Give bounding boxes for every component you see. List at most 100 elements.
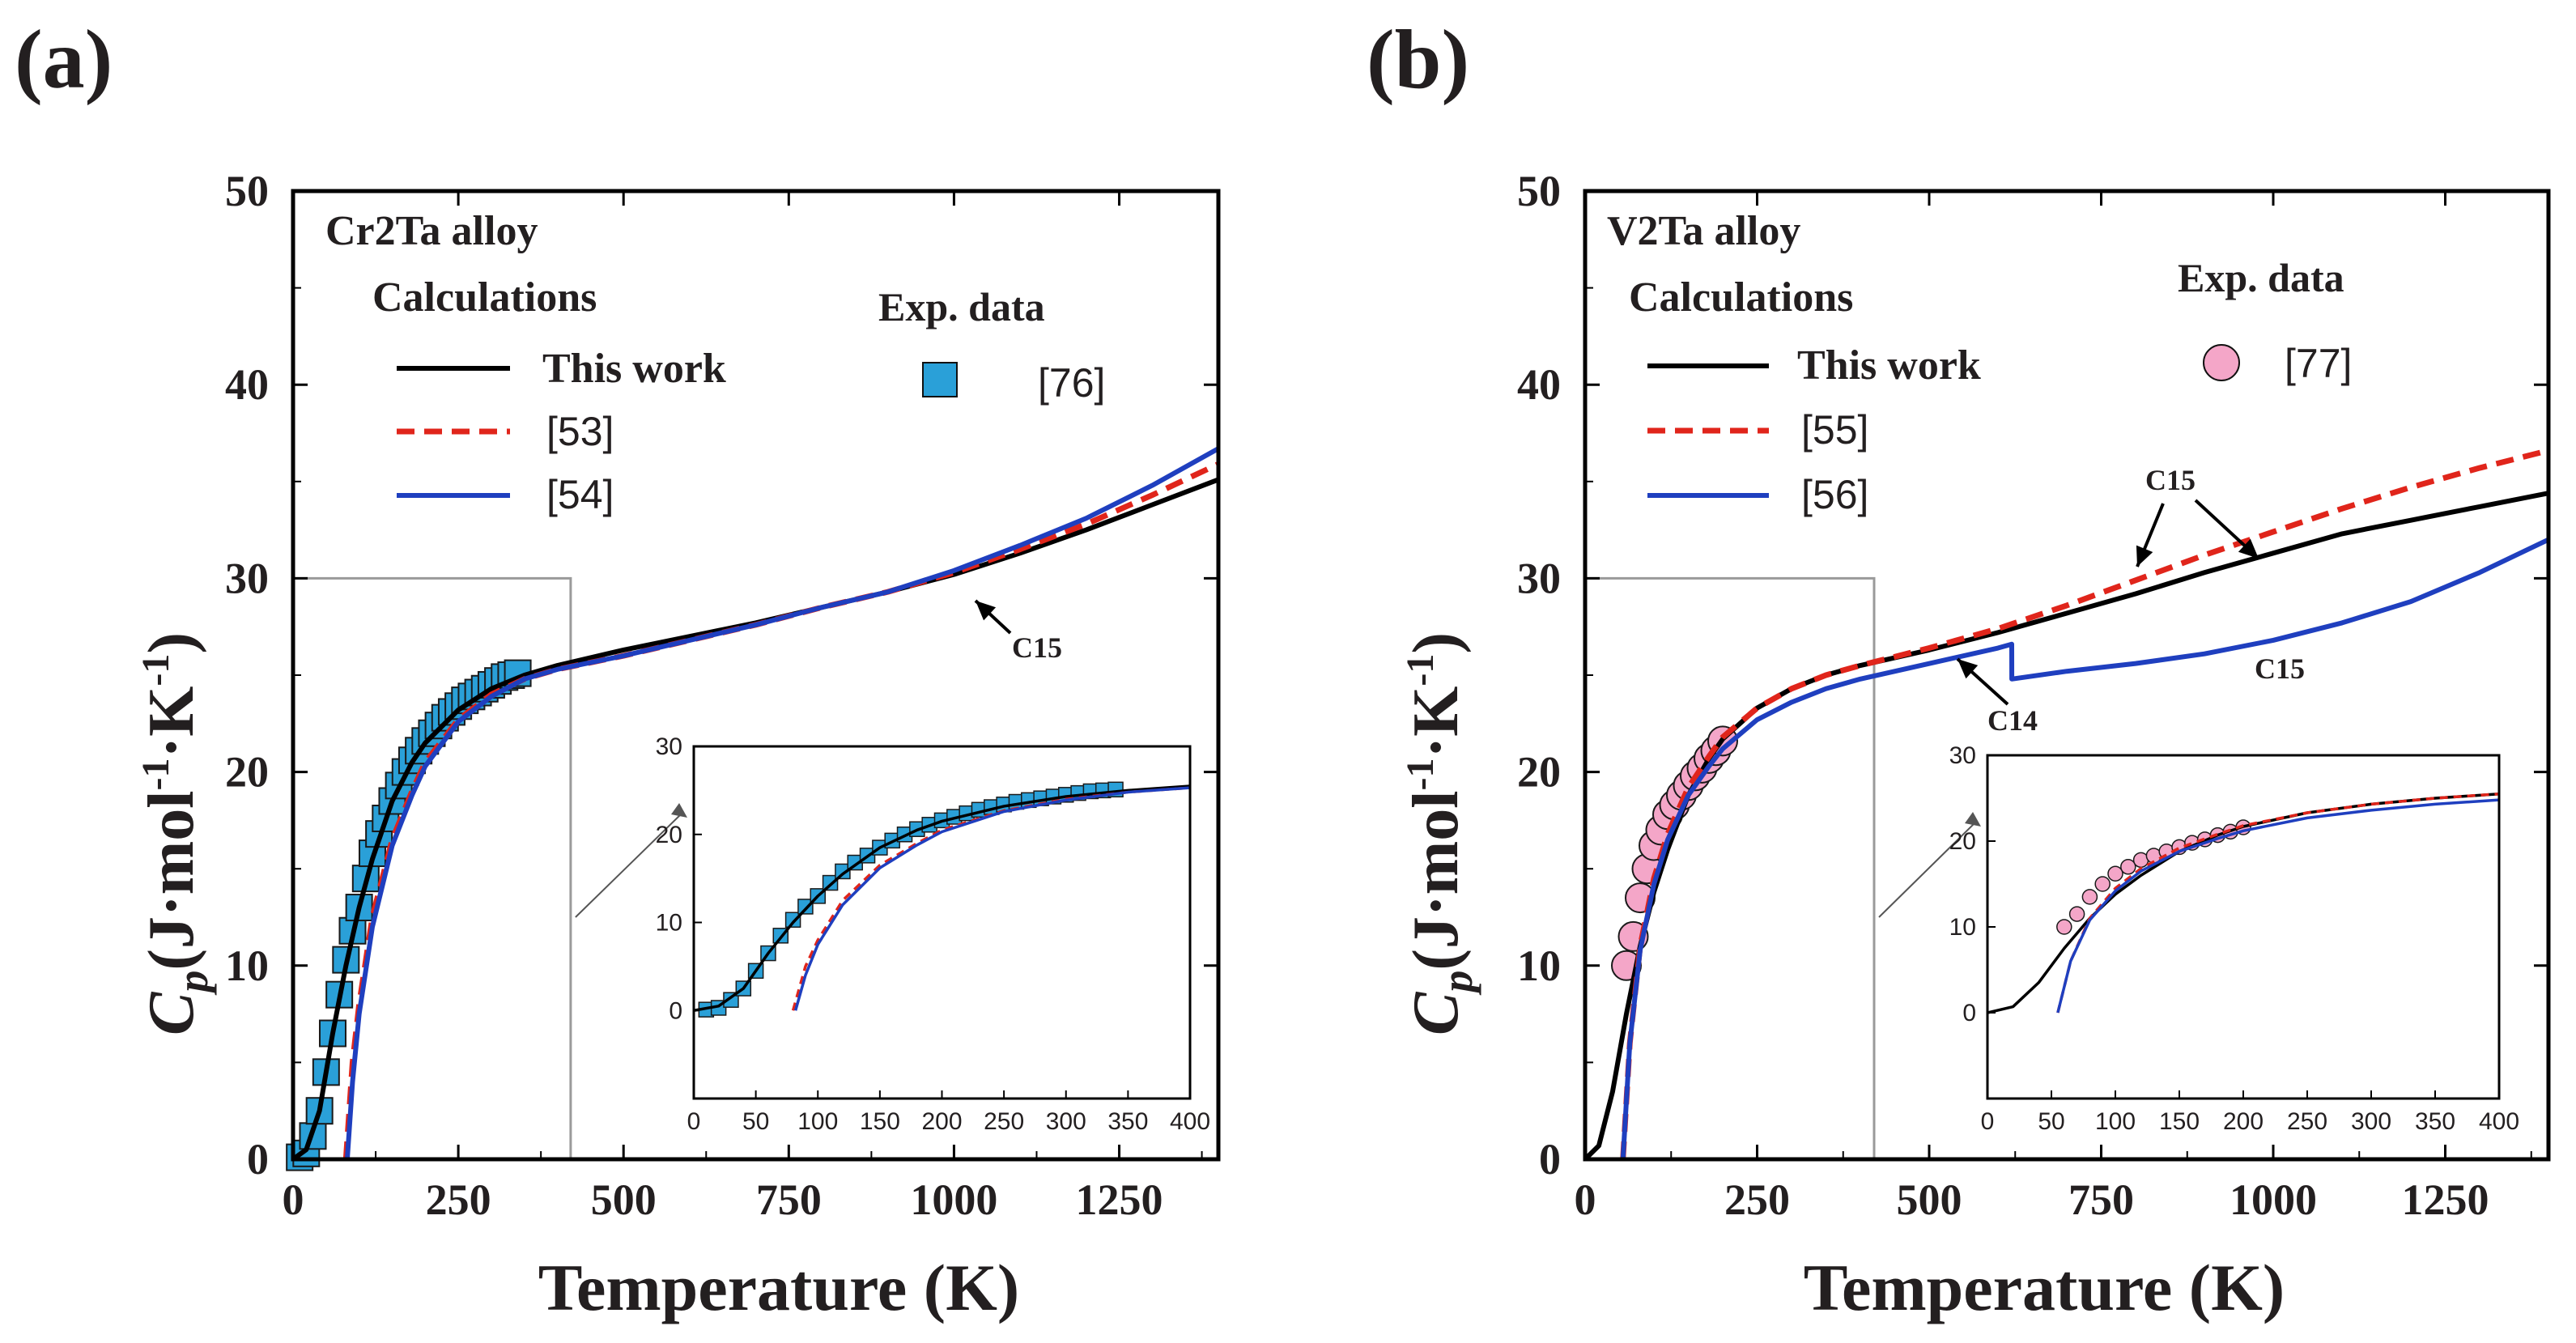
inset-exp-point [2107, 865, 2123, 882]
inset-connector-head [1965, 812, 1981, 827]
inset-y-tick-label: 30 [656, 733, 682, 760]
legend-marker-77-b [2203, 344, 2240, 381]
inset-x-tick-label: 50 [2038, 1108, 2064, 1135]
inset-exp-point [784, 912, 801, 928]
inset-x-tick-label: 250 [984, 1108, 1024, 1135]
inset-exp-point [835, 863, 851, 880]
y-label-units: (J·mol [136, 790, 207, 970]
x-tick-label: 750 [756, 1175, 822, 1224]
inset-exp-point [797, 899, 814, 915]
inset-x-tick-label: 100 [797, 1108, 838, 1135]
y-label-close: ) [1401, 632, 1472, 654]
annotation-arrow-c14-b-head [1958, 659, 1979, 679]
inset-x-tick-label: 0 [1981, 1108, 1995, 1135]
y-tick-label: 10 [1517, 941, 1561, 990]
inset-y-tick-label: 20 [1949, 828, 1976, 855]
inset-x-tick-label: 50 [742, 1108, 769, 1135]
inset-frame [1986, 754, 2501, 1100]
y-label-exp2: -1 [134, 654, 177, 686]
x-tick-label: 750 [2068, 1175, 2134, 1224]
inset-b: 0 50 100 150 200 250 300 350 400 0 10 20 30 [1878, 742, 2519, 1135]
plot-frame [291, 189, 1221, 1162]
inset-connector [575, 812, 683, 918]
series-line-2 [342, 461, 1220, 1160]
y-label-mid: ·K [1401, 686, 1472, 759]
legend-title-a: Cr2Ta alloy [325, 208, 538, 254]
y-label-exp2: -1 [1399, 654, 1442, 686]
inset-x-tick-label: 200 [2223, 1108, 2264, 1135]
y-label-main: C [1401, 991, 1472, 1035]
panel-a: (a) Cp(J·mol-1·K-1) Temperature (K) 0 250… [15, 13, 1221, 1324]
y-tick-label: 50 [1517, 167, 1561, 215]
inset-exp-point [2094, 876, 2111, 892]
annotation-c15-top-b: C15 [2145, 464, 2196, 496]
y-label-mid: ·K [136, 686, 207, 759]
legend-b: V2Ta alloy Calculations Exp. data This w… [1607, 208, 2352, 517]
inset-background [694, 746, 1190, 1099]
inset-x-tick-label: 100 [2095, 1108, 2136, 1135]
y-tick-label: 30 [225, 554, 269, 602]
inset-plot-content [1987, 792, 2499, 1014]
inset-series-line-2 [2056, 792, 2499, 1014]
y-tick-label: 50 [225, 167, 269, 215]
x-tick-label: 500 [1897, 1175, 1962, 1224]
legend-label-77-b: [77] [2285, 341, 2352, 386]
inset-x-tick-label: 400 [2479, 1108, 2519, 1135]
x-tick-label: 0 [283, 1175, 304, 1224]
annotation-arrow-c15-b2-head [2238, 538, 2259, 559]
annotation-arrow-c15-a-head [976, 601, 997, 621]
panel-b: (b) Cp(J·mol-1·K-1) Temperature (K) 0 250… [1367, 13, 2551, 1324]
legend-label-this-work-a: This work [542, 346, 726, 392]
panel-label-b: (b) [1367, 13, 1469, 106]
inset-exp-point [2081, 889, 2098, 905]
x-tick-label: 500 [591, 1175, 657, 1224]
inset-background [1987, 755, 2499, 1099]
y-tick-label: 0 [247, 1135, 269, 1184]
legend-exp-header-a: Exp. data [878, 284, 1045, 329]
inset-exp-point [2068, 906, 2085, 922]
legend-label-76-a: [76] [1038, 360, 1105, 406]
legend-label-54-a: [54] [546, 472, 614, 517]
inset-x-tick-label: 350 [1107, 1108, 1148, 1135]
y-tick-label: 30 [1517, 554, 1561, 602]
y-label-sub: p [168, 971, 217, 996]
y-label-exp1: -1 [134, 759, 177, 791]
inset-connector-head [671, 803, 687, 818]
inset-exp-point [2120, 859, 2136, 875]
inset-plot-content [694, 781, 1190, 1018]
panel-label-a: (a) [15, 13, 113, 106]
inset-x-tick-label: 300 [2351, 1108, 2391, 1135]
inset-x-tick-label: 350 [2415, 1108, 2455, 1135]
legend-exp-header-b: Exp. data [2178, 255, 2344, 300]
legend-marker-76-a [922, 362, 958, 397]
y-label-exp1: -1 [1399, 759, 1442, 791]
x-axis-label-b: Temperature (K) [1804, 1251, 2285, 1324]
svg-text:Cp(J·mol-1·K-1): Cp(J·mol-1·K-1) [134, 632, 217, 1035]
x-axis-label-a: Temperature (K) [538, 1251, 1019, 1324]
y-label-sub: p [1433, 971, 1481, 996]
inset-series-line-3 [793, 786, 1190, 1011]
annotation-c15-bottom-b: C15 [2255, 652, 2305, 685]
inset-exp-point [2056, 919, 2072, 935]
x-tick-label: 250 [426, 1175, 491, 1224]
inset-y-tick-label: 0 [1962, 1000, 1976, 1026]
inset-y-tick-label: 10 [1949, 914, 1976, 941]
inset-y-tick-label: 30 [1949, 742, 1976, 769]
legend-calc-header-a: Calculations [372, 274, 597, 321]
x-tick-label: 1250 [1076, 1175, 1163, 1224]
series-line-3 [1620, 537, 2550, 1160]
inset-a: 0 50 100 150 200 250 300 350 400 0 10 20 30 [575, 733, 1210, 1135]
inset-x-tick-label: 150 [860, 1108, 900, 1135]
series-line-3 [344, 446, 1220, 1160]
y-tick-label: 40 [225, 360, 269, 409]
legend-label-this-work-b: This work [1797, 342, 1981, 389]
inset-series-line-1 [694, 784, 1190, 1012]
inset-x-tick-label: 300 [1046, 1108, 1086, 1135]
legend-title-b: V2Ta alloy [1607, 208, 1800, 254]
inset-series-line-3 [2056, 798, 2499, 1014]
legend-label-53-a: [53] [546, 409, 614, 454]
inset-x-tick-label: 400 [1170, 1108, 1210, 1135]
